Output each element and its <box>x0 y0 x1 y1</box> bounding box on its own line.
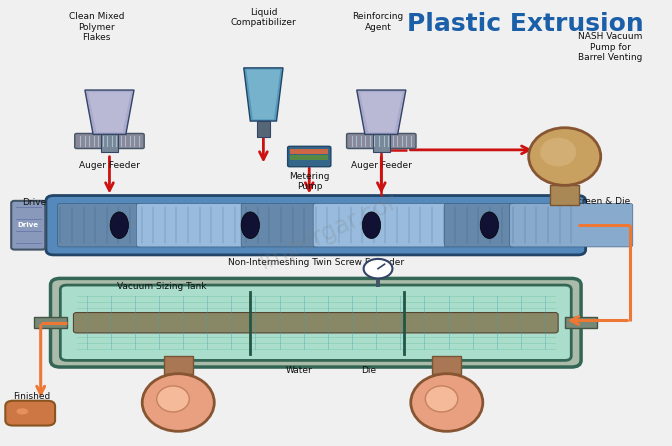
Text: Auger Feeder: Auger Feeder <box>351 161 412 170</box>
Ellipse shape <box>480 212 499 239</box>
Text: NASH
Vacuum
Pump: NASH Vacuum Pump <box>160 375 196 405</box>
FancyBboxPatch shape <box>73 313 558 333</box>
Ellipse shape <box>157 386 190 412</box>
Circle shape <box>364 259 392 278</box>
FancyBboxPatch shape <box>313 203 450 247</box>
Bar <box>257 121 270 136</box>
FancyBboxPatch shape <box>444 203 515 247</box>
Text: Die: Die <box>361 366 376 375</box>
Ellipse shape <box>540 138 576 166</box>
FancyBboxPatch shape <box>11 201 45 250</box>
Bar <box>290 155 328 160</box>
Bar <box>564 318 597 328</box>
Ellipse shape <box>362 212 380 239</box>
FancyBboxPatch shape <box>5 401 55 425</box>
Text: Clean Mixed
Polymer
Flakes: Clean Mixed Polymer Flakes <box>69 12 124 42</box>
FancyBboxPatch shape <box>60 285 571 360</box>
Ellipse shape <box>411 374 482 431</box>
Bar <box>373 134 390 152</box>
Polygon shape <box>85 90 134 134</box>
Bar <box>164 356 193 374</box>
Text: Vacuum Sizing Tank: Vacuum Sizing Tank <box>117 281 206 290</box>
Ellipse shape <box>425 386 458 412</box>
FancyBboxPatch shape <box>288 146 331 167</box>
FancyBboxPatch shape <box>58 203 142 247</box>
FancyBboxPatch shape <box>75 133 144 149</box>
Text: NASH
Vacuum
Pump: NASH Vacuum Pump <box>429 375 465 405</box>
FancyBboxPatch shape <box>50 278 581 367</box>
Text: Liquid
Compatibilizer: Liquid Compatibilizer <box>230 8 296 28</box>
Bar <box>290 149 328 154</box>
Ellipse shape <box>16 408 28 414</box>
Text: Reinforcing
Agent: Reinforcing Agent <box>352 12 404 32</box>
Text: Water: Water <box>286 366 312 375</box>
Ellipse shape <box>529 128 601 186</box>
Polygon shape <box>360 92 403 132</box>
Text: Auger Feeder: Auger Feeder <box>79 161 140 170</box>
Ellipse shape <box>142 374 214 431</box>
Text: Plastic Extrusion: Plastic Extrusion <box>407 12 644 37</box>
Polygon shape <box>244 68 283 121</box>
Ellipse shape <box>110 212 128 239</box>
Text: Metering
Pump: Metering Pump <box>290 172 330 191</box>
Bar <box>376 278 380 287</box>
Text: Finished
Product: Finished Product <box>13 392 50 412</box>
FancyBboxPatch shape <box>241 203 319 247</box>
FancyBboxPatch shape <box>46 195 586 255</box>
Text: NASH Vacuum
Pump for
Barrel Venting: NASH Vacuum Pump for Barrel Venting <box>579 33 642 62</box>
Polygon shape <box>88 92 131 132</box>
Bar <box>550 186 579 205</box>
Text: Drive: Drive <box>22 198 46 207</box>
Text: Drive: Drive <box>17 222 39 228</box>
FancyBboxPatch shape <box>136 203 247 247</box>
Text: Non-Intermeshing Twin Screw Extruder: Non-Intermeshing Twin Screw Extruder <box>228 259 404 268</box>
FancyBboxPatch shape <box>347 133 416 149</box>
Text: impergar.cor: impergar.cor <box>256 189 402 274</box>
Bar <box>290 160 328 165</box>
Bar <box>34 318 67 328</box>
Polygon shape <box>247 70 280 119</box>
Bar <box>432 356 461 374</box>
Ellipse shape <box>241 212 259 239</box>
Bar <box>101 134 118 152</box>
FancyBboxPatch shape <box>509 203 633 247</box>
Polygon shape <box>357 90 406 134</box>
Text: Screen & Die: Screen & Die <box>571 197 630 206</box>
